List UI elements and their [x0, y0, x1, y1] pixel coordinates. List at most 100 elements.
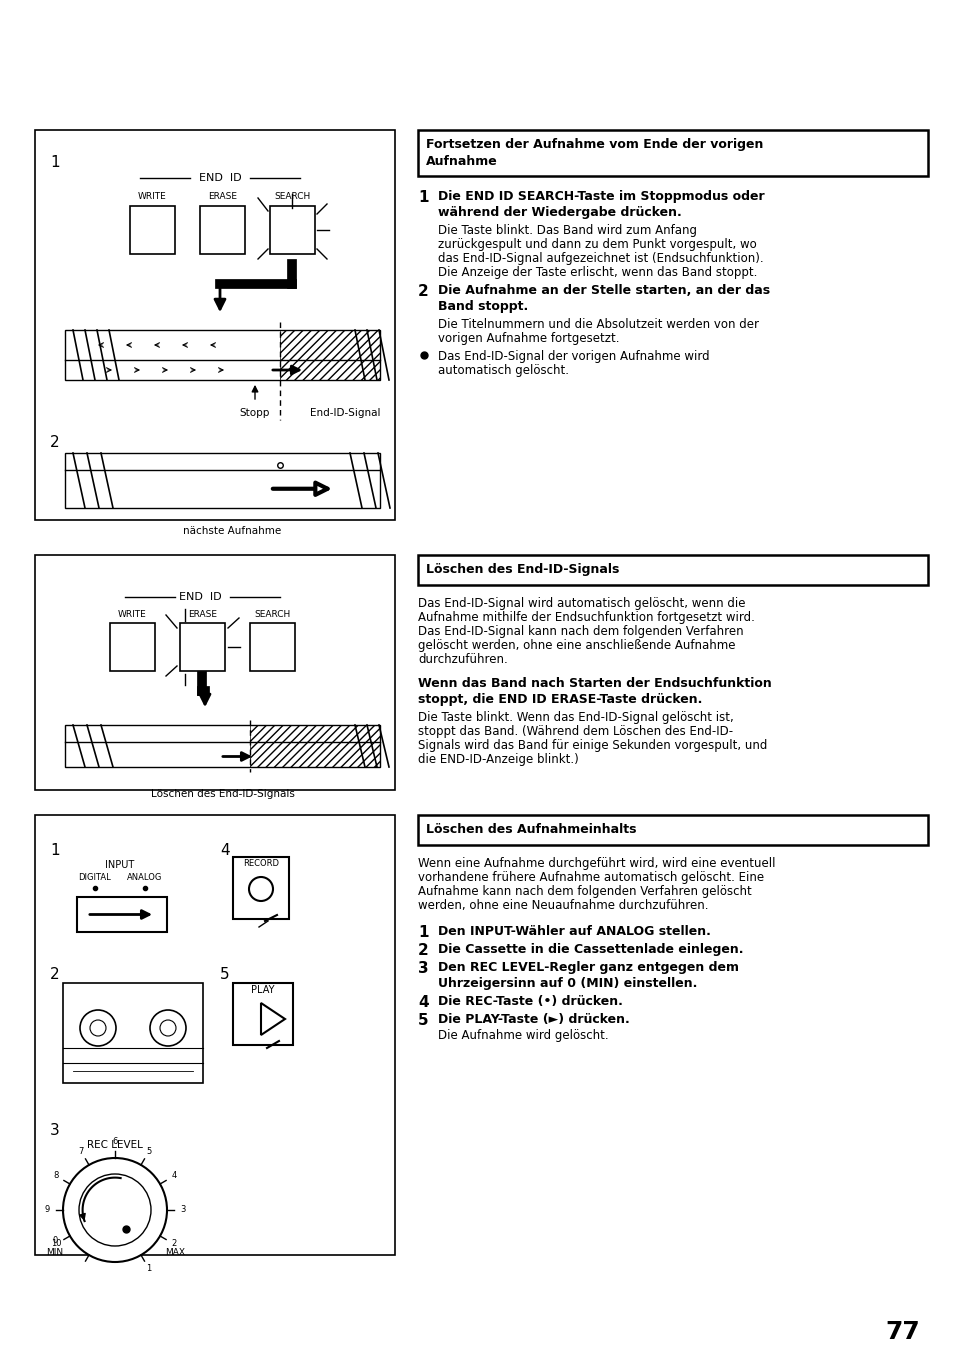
Bar: [180, 623, 225, 671]
Text: vorhandene frühere Aufnahme automatisch gelöscht. Eine: vorhandene frühere Aufnahme automatisch …: [417, 871, 763, 884]
Text: 9: 9: [45, 1205, 50, 1215]
Text: Signals wird das Band für einige Sekunden vorgespult, und: Signals wird das Band für einige Sekunde…: [417, 739, 766, 753]
Text: zurückgespult und dann zu dem Punkt vorgespult, wo: zurückgespult und dann zu dem Punkt vorg…: [437, 238, 756, 251]
Text: 2: 2: [417, 943, 428, 958]
Text: MAX: MAX: [165, 1248, 185, 1256]
Text: Die END ID SEARCH-Taste im Stoppmodus oder: Die END ID SEARCH-Taste im Stoppmodus od…: [437, 190, 763, 203]
Circle shape: [79, 1174, 151, 1246]
Bar: [417, 815, 927, 844]
Text: ERASE: ERASE: [208, 192, 236, 201]
Text: End-ID-Signal: End-ID-Signal: [310, 408, 380, 417]
Text: die END-ID-Anzeige blinkt.): die END-ID-Anzeige blinkt.): [417, 753, 578, 766]
Text: Das End-ID-Signal kann nach dem folgenden Verfahren: Das End-ID-Signal kann nach dem folgende…: [417, 626, 742, 638]
Text: gelöscht werden, ohne eine anschließende Aufnahme: gelöscht werden, ohne eine anschließende…: [417, 639, 735, 653]
Text: 2: 2: [417, 284, 428, 299]
Text: 6: 6: [112, 1138, 117, 1147]
Text: Wenn eine Aufnahme durchgeführt wird, wird eine eventuell: Wenn eine Aufnahme durchgeführt wird, wi…: [417, 857, 775, 870]
Text: 3: 3: [180, 1205, 186, 1215]
Text: 4: 4: [172, 1171, 176, 1181]
Text: Die PLAY-Taste (►) drücken.: Die PLAY-Taste (►) drücken.: [437, 1013, 629, 1025]
Circle shape: [249, 877, 273, 901]
Text: Die Titelnummern und die Absolutzeit werden von der: Die Titelnummern und die Absolutzeit wer…: [437, 317, 759, 331]
Text: 1: 1: [417, 925, 428, 940]
Text: PLAY: PLAY: [251, 985, 274, 994]
Text: Uhrzeigersinn auf 0 (MIN) einstellen.: Uhrzeigersinn auf 0 (MIN) einstellen.: [437, 977, 697, 990]
Bar: [233, 857, 289, 919]
Bar: [417, 555, 927, 585]
Text: Löschen des End-ID-Signals: Löschen des End-ID-Signals: [426, 563, 618, 576]
Text: 10: 10: [51, 1239, 61, 1248]
Text: Die Cassette in die Cassettenlade einlegen.: Die Cassette in die Cassettenlade einleg…: [437, 943, 742, 957]
Text: Aufnahme kann nach dem folgenden Verfahren gelöscht: Aufnahme kann nach dem folgenden Verfahr…: [417, 885, 751, 898]
Text: durchzuführen.: durchzuführen.: [417, 653, 507, 666]
Circle shape: [150, 1011, 186, 1046]
Text: Wenn das Band nach Starten der Endsuchfunktion: Wenn das Band nach Starten der Endsuchfu…: [417, 677, 771, 690]
Circle shape: [63, 1158, 167, 1262]
Text: das End-ID-Signal aufgezeichnet ist (Endsuchfunktion).: das End-ID-Signal aufgezeichnet ist (End…: [437, 253, 762, 265]
Text: Das End-ID-Signal der vorigen Aufnahme wird: Das End-ID-Signal der vorigen Aufnahme w…: [437, 350, 709, 363]
Text: 77: 77: [884, 1320, 919, 1344]
Text: Die Taste blinkt. Wenn das End-ID-Signal gelöscht ist,: Die Taste blinkt. Wenn das End-ID-Signal…: [417, 711, 733, 724]
Text: Stopp: Stopp: [239, 408, 270, 417]
Bar: [65, 330, 379, 380]
Bar: [77, 897, 167, 932]
Text: Die REC-Taste (•) drücken.: Die REC-Taste (•) drücken.: [437, 994, 622, 1008]
Text: SEARCH: SEARCH: [274, 192, 311, 201]
Bar: [63, 984, 203, 1084]
Circle shape: [80, 1011, 116, 1046]
Text: Das End-ID-Signal wird automatisch gelöscht, wenn die: Das End-ID-Signal wird automatisch gelös…: [417, 597, 744, 611]
Text: WRITE: WRITE: [118, 611, 147, 619]
Text: Band stoppt.: Band stoppt.: [437, 300, 528, 313]
Text: Den REC LEVEL-Regler ganz entgegen dem: Den REC LEVEL-Regler ganz entgegen dem: [437, 961, 739, 974]
Circle shape: [160, 1020, 175, 1036]
Text: vorigen Aufnahme fortgesetzt.: vorigen Aufnahme fortgesetzt.: [437, 332, 618, 345]
Text: Aufnahme: Aufnahme: [426, 155, 497, 168]
Bar: [250, 623, 294, 671]
Text: während der Wiedergabe drücken.: während der Wiedergabe drücken.: [437, 205, 681, 219]
Bar: [35, 555, 395, 790]
Text: 1: 1: [50, 843, 59, 858]
Bar: [35, 130, 395, 520]
Text: nächste Aufnahme: nächste Aufnahme: [183, 526, 281, 536]
Text: 1: 1: [146, 1265, 152, 1274]
Bar: [233, 984, 293, 1046]
Text: 1: 1: [417, 190, 428, 205]
Text: stoppt, die END ID ERASE-Taste drücken.: stoppt, die END ID ERASE-Taste drücken.: [417, 693, 701, 707]
Text: Den INPUT-Wähler auf ANALOG stellen.: Den INPUT-Wähler auf ANALOG stellen.: [437, 925, 710, 938]
Text: 0: 0: [52, 1236, 57, 1246]
Text: 4: 4: [220, 843, 230, 858]
Bar: [35, 815, 395, 1255]
Bar: [65, 453, 379, 508]
Text: 2: 2: [172, 1239, 176, 1248]
Text: END  ID: END ID: [178, 592, 221, 603]
Text: 3: 3: [417, 961, 428, 975]
Bar: [110, 623, 154, 671]
Text: MIN: MIN: [47, 1248, 64, 1256]
Bar: [280, 330, 379, 380]
Text: ANALOG: ANALOG: [127, 873, 163, 882]
Text: stoppt das Band. (Während dem Löschen des End-ID-: stoppt das Band. (Während dem Löschen de…: [417, 725, 732, 738]
Bar: [417, 130, 927, 176]
Bar: [250, 725, 379, 767]
Text: 2: 2: [50, 967, 59, 982]
Polygon shape: [261, 1002, 285, 1035]
Text: Die Aufnahme wird gelöscht.: Die Aufnahme wird gelöscht.: [437, 1029, 608, 1042]
Text: 1: 1: [50, 155, 59, 170]
Text: ERASE: ERASE: [188, 611, 216, 619]
Text: 8: 8: [53, 1171, 59, 1181]
Text: Die Aufnahme an der Stelle starten, an der das: Die Aufnahme an der Stelle starten, an d…: [437, 284, 769, 297]
Text: DIGITAL: DIGITAL: [78, 873, 112, 882]
Text: RECORD: RECORD: [243, 859, 278, 867]
Circle shape: [90, 1020, 106, 1036]
Text: werden, ohne eine Neuaufnahme durchzuführen.: werden, ohne eine Neuaufnahme durchzufüh…: [417, 898, 708, 912]
Text: SEARCH: SEARCH: [254, 611, 291, 619]
Text: automatisch gelöscht.: automatisch gelöscht.: [437, 363, 568, 377]
Text: Fortsetzen der Aufnahme vom Ende der vorigen: Fortsetzen der Aufnahme vom Ende der vor…: [426, 138, 762, 151]
Text: WRITE: WRITE: [138, 192, 167, 201]
Text: Löschen des End-ID-Signals: Löschen des End-ID-Signals: [151, 789, 294, 798]
Text: 3: 3: [50, 1123, 60, 1138]
Text: 5: 5: [146, 1147, 152, 1155]
Text: REC LEVEL: REC LEVEL: [87, 1140, 143, 1150]
Text: 7: 7: [78, 1147, 84, 1155]
Text: 5: 5: [220, 967, 230, 982]
